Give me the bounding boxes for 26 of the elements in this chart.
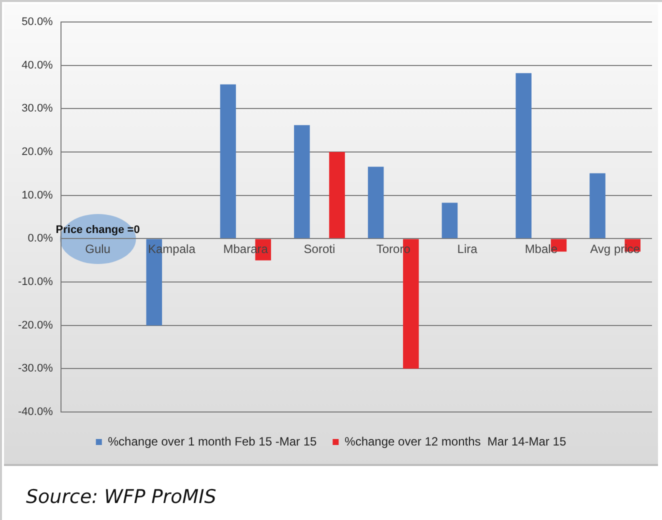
y-tick-label: -40.0% — [18, 406, 54, 418]
x-tick-label: Lira — [457, 242, 478, 256]
legend-label: %change over 12 months Mar 14-Mar 15 — [344, 434, 566, 448]
x-tick-label: Gulu — [85, 242, 110, 256]
y-tick-label: 20.0% — [22, 146, 54, 158]
x-tick-label: Avg price — [590, 242, 640, 256]
y-tick-label: -30.0% — [18, 362, 54, 375]
legend-label: %change over 1 month Feb 15 -Mar 15 — [108, 434, 317, 448]
y-tick-label: -10.0% — [18, 276, 54, 288]
x-tick-label: Soroti — [304, 242, 336, 256]
bar — [516, 73, 532, 238]
x-tick-label: Mbale — [524, 242, 558, 256]
bar — [220, 84, 236, 238]
y-tick-label: 10.0% — [22, 189, 54, 202]
bar — [442, 202, 458, 238]
bar — [590, 173, 606, 238]
y-tick-label: 40.0% — [22, 59, 54, 72]
y-tick-label: 50.0% — [22, 16, 54, 28]
y-tick-label: 0.0% — [28, 232, 54, 245]
y-tick-label: -20.0% — [18, 319, 54, 332]
bar — [368, 166, 384, 238]
annotation: Price change =0 — [56, 224, 140, 236]
source-note: Source: WFP ProMIS — [26, 486, 216, 508]
bar — [329, 152, 345, 238]
bar — [294, 125, 310, 238]
y-tick-label: 30.0% — [22, 102, 54, 115]
